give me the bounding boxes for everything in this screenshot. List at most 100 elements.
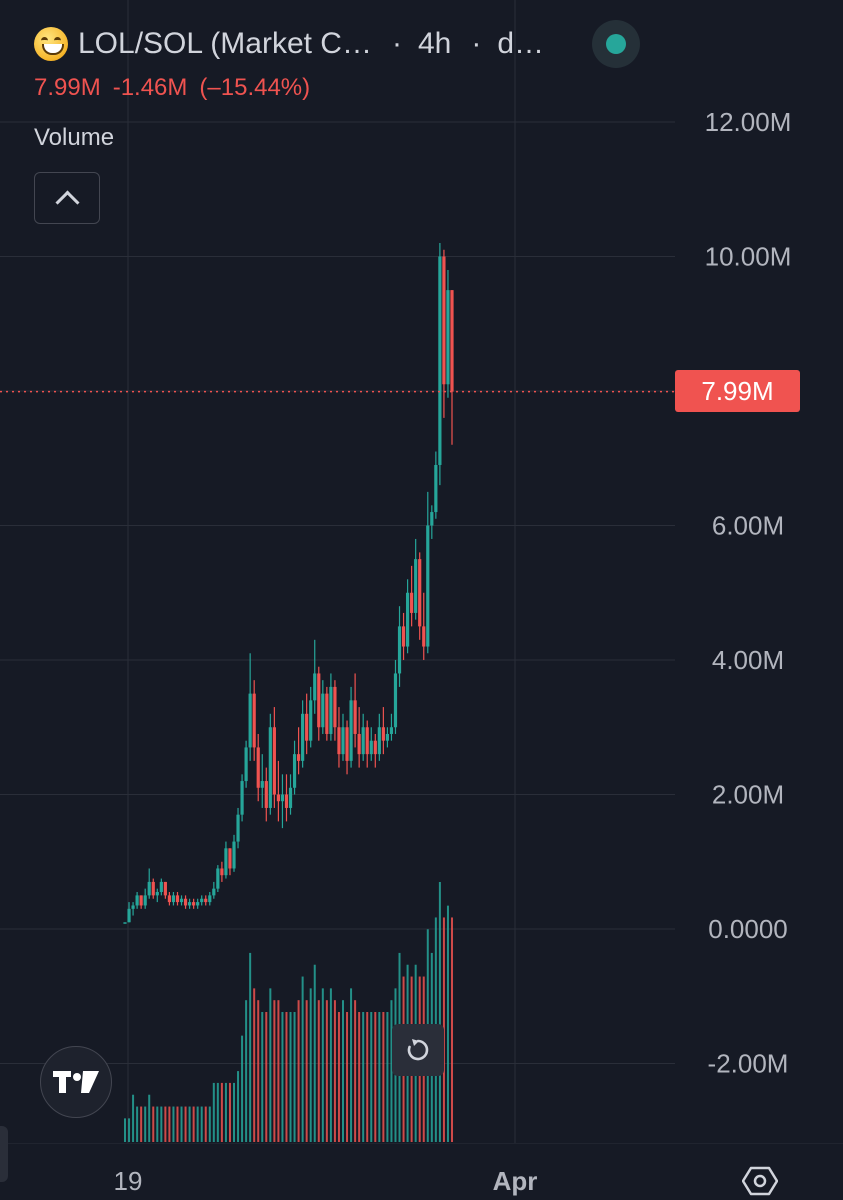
candles [123, 243, 454, 924]
candle-body [264, 781, 268, 808]
candle-body [155, 892, 159, 896]
candle-body [292, 754, 297, 788]
volume-bar [378, 1012, 381, 1142]
chevron-up-icon [54, 189, 80, 215]
y-axis-label: 2.00M [712, 780, 784, 810]
volume-bar [446, 905, 449, 1142]
candle-body [377, 727, 381, 755]
volume-bar [350, 988, 353, 1142]
market-status-indicator[interactable] [592, 20, 640, 68]
candle-body [341, 727, 345, 755]
candle-body [353, 700, 357, 734]
candle-body [272, 727, 276, 795]
candle-body [192, 902, 196, 906]
candle-body [317, 673, 321, 728]
candle-body [321, 693, 325, 728]
volume-bar [321, 988, 324, 1142]
volume-bar [249, 952, 252, 1142]
chart-header: LOL/SOL (Market C… · 4h · d… [34, 22, 544, 66]
last-price-tag: 7.99M [675, 370, 800, 412]
candle-body [325, 693, 329, 734]
volume-bar [370, 1012, 373, 1142]
candle-body [313, 673, 317, 701]
candle-body [224, 848, 228, 876]
interval-label[interactable]: 4h [417, 27, 452, 60]
candle-body [401, 626, 406, 647]
candle-body [418, 559, 422, 627]
candle-body [296, 754, 301, 761]
volume-bar [265, 1012, 268, 1142]
candle-body [276, 794, 281, 802]
collapse-legend-button[interactable] [34, 172, 100, 224]
volume-bar [148, 1094, 151, 1142]
candle-body [373, 740, 377, 755]
candle-body [260, 781, 264, 788]
candle-body [268, 727, 272, 808]
y-axis-label: 12.00M [705, 107, 792, 137]
candle-body [228, 848, 232, 869]
candle-body [385, 733, 390, 741]
reset-chart-button[interactable] [392, 1024, 444, 1076]
volume-bar [451, 917, 453, 1142]
volume-bar [261, 1012, 264, 1142]
candle-body [220, 868, 224, 876]
symbol-title[interactable]: LOL/SOL (Market C… [78, 27, 372, 60]
candle-body [167, 895, 172, 903]
volume-bar [301, 976, 304, 1142]
volume-bar [438, 882, 441, 1142]
candle-body [422, 626, 426, 647]
time-axis[interactable]: 19 Apr [0, 1143, 843, 1200]
candle-body [208, 895, 212, 903]
candle-body [183, 898, 188, 906]
candle-body [179, 898, 184, 903]
volume-bar [253, 988, 256, 1142]
volume-bar [140, 1106, 143, 1142]
source-label[interactable]: d… [497, 27, 545, 60]
time-axis-tick: 19 [114, 1166, 143, 1196]
candle-body [369, 740, 373, 755]
volume-bar [273, 1000, 276, 1142]
volume-bar [241, 1035, 244, 1142]
side-panel-toggle[interactable] [0, 1126, 8, 1182]
candle-body [430, 512, 434, 526]
volume-bar [200, 1106, 203, 1142]
y-axis-label: 4.00M [712, 645, 784, 675]
candle-body [143, 895, 147, 906]
volume-bar [160, 1106, 163, 1142]
change-percent: (–15.44%) [199, 74, 311, 101]
candle-body [159, 881, 163, 893]
volume-bar [342, 1000, 344, 1142]
volume-bar [297, 1000, 300, 1142]
candle-body [280, 794, 285, 802]
volume-bar [180, 1106, 183, 1142]
candle-body [345, 727, 349, 761]
candle-body [288, 787, 293, 808]
candle-body [240, 781, 244, 815]
candle-body [405, 592, 410, 647]
volume-bar [305, 1000, 308, 1142]
separator-dot: · [391, 27, 402, 60]
candle-body [381, 727, 385, 741]
volume-bar [216, 1082, 219, 1142]
volume-bar [188, 1106, 191, 1142]
volume-bar [220, 1082, 223, 1142]
volume-bar [289, 1012, 292, 1142]
candle-body [123, 922, 127, 924]
candle-body [256, 747, 260, 788]
volume-bar [228, 1082, 231, 1142]
candle-body [329, 686, 333, 734]
gridlines [0, 0, 675, 1143]
tradingview-logo-icon[interactable] [40, 1046, 112, 1118]
change-value: -1.46M [112, 74, 188, 101]
volume-indicator-label[interactable]: Volume [34, 124, 115, 151]
price-stats: 7.99M -1.46M (–15.44%) [34, 74, 310, 102]
volume-bar [382, 1012, 385, 1142]
volume-bar [156, 1106, 159, 1142]
volume-bar [192, 1106, 195, 1142]
volume-bar [309, 988, 312, 1142]
candle-body [410, 592, 414, 613]
y-axis-labels: 12.00M 10.00M 6.00M 4.00M 2.00M 0.0000 -2.00M [705, 107, 792, 1079]
settings-hexagon-icon[interactable] [742, 1163, 778, 1199]
